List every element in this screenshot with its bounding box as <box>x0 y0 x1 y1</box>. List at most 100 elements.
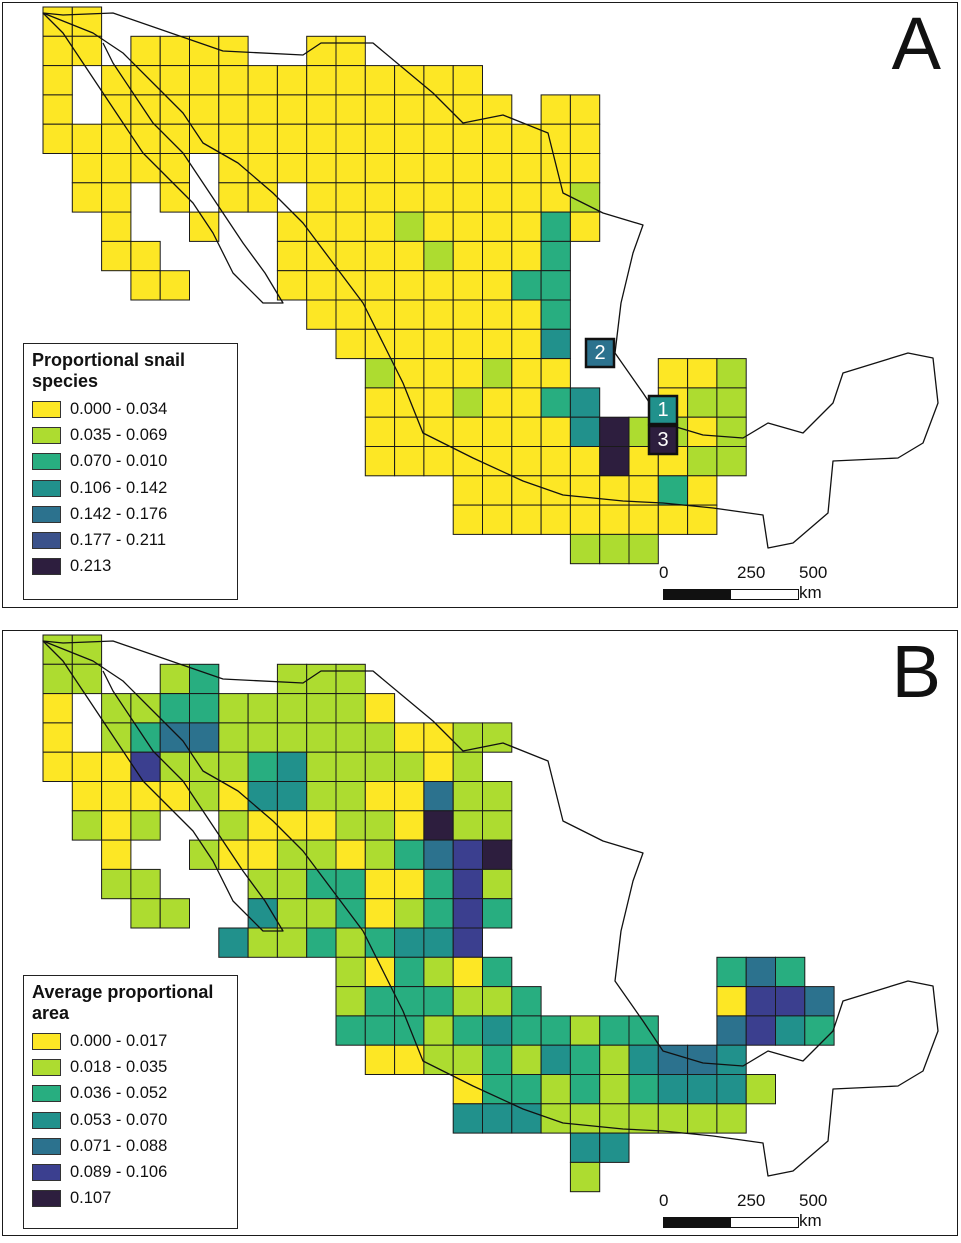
grid-cell <box>540 153 571 184</box>
grid-cell <box>511 1015 542 1046</box>
grid-cell <box>335 751 366 782</box>
legend-rows-a: 0.000 - 0.034 0.035 - 0.069 0.070 - 0.010 0… <box>32 396 229 580</box>
grid-cell <box>101 722 132 753</box>
grid-cell <box>306 240 337 272</box>
grid-cell <box>247 123 278 154</box>
grid-cell <box>540 94 571 125</box>
grid-cell <box>364 358 396 389</box>
grid-cell <box>452 475 484 506</box>
grid-cell <box>335 211 366 242</box>
grid-cell <box>540 504 571 535</box>
grid-cell <box>159 35 190 67</box>
legend-label: 0.177 - 0.211 <box>70 531 167 550</box>
grid-cell <box>452 211 484 242</box>
legend-swatch <box>32 426 61 444</box>
grid-cell <box>101 839 132 870</box>
grid-cell <box>71 123 103 154</box>
grid-cell <box>130 781 161 812</box>
grid-cell <box>482 270 513 301</box>
grid-cell <box>276 751 308 782</box>
legend-label: 0.036 - 0.052 <box>70 1084 168 1103</box>
grid-cell <box>599 1132 630 1163</box>
grid-cell <box>423 810 454 841</box>
grid-cell <box>159 123 190 154</box>
grid-cell <box>569 475 601 506</box>
grid-cell <box>628 1015 659 1046</box>
grid-cell <box>423 416 454 448</box>
grid-cell <box>394 986 425 1017</box>
grid-cell <box>364 751 396 782</box>
grid-cell <box>130 898 161 929</box>
grid-cell <box>218 182 249 213</box>
grid-cell <box>716 387 747 418</box>
grid-cell <box>511 387 542 418</box>
grid-cell <box>101 693 132 724</box>
grid-cell <box>628 1074 659 1105</box>
grid-cell <box>540 211 571 242</box>
legend-label: 0.053 - 0.070 <box>70 1110 168 1129</box>
grid-cell <box>628 533 659 565</box>
grid-cell <box>569 182 601 213</box>
grid-cell <box>511 270 542 301</box>
grid-cell <box>423 927 454 958</box>
grid-cell <box>218 693 249 724</box>
grid-cell <box>306 123 337 154</box>
scale-tick-0: 0 <box>659 563 669 582</box>
grid-cell <box>423 240 454 272</box>
grid-cell <box>247 693 278 724</box>
grid-cell <box>71 35 103 67</box>
grid-cell <box>423 868 454 900</box>
grid-cell <box>364 94 396 125</box>
legend-label: 0.035 - 0.069 <box>70 425 168 444</box>
grid-cell <box>394 781 425 812</box>
grid-cell <box>482 839 513 870</box>
grid-cell <box>657 358 689 389</box>
grid-cell <box>540 1074 571 1105</box>
grid-cell <box>335 65 366 96</box>
grid-cell <box>482 299 513 330</box>
grid-cell <box>189 781 220 812</box>
site-label: 3 <box>657 429 668 451</box>
legend-b: Average proportional area 0.000 - 0.017 0… <box>23 975 238 1229</box>
grid-cell <box>540 1103 571 1134</box>
panel-letter-b: B <box>891 630 941 713</box>
scale-bar-graphic <box>663 1217 799 1228</box>
grid-cell <box>423 123 454 154</box>
grid-cell <box>42 693 73 724</box>
grid-cell <box>452 387 484 418</box>
grid-cell <box>540 416 571 448</box>
grid-cell <box>394 299 425 330</box>
grid-cell <box>423 1044 454 1076</box>
grid-cell <box>306 211 337 242</box>
grid-cell <box>628 1044 659 1076</box>
mainland-outline <box>42 12 939 549</box>
grid-cell <box>247 839 278 870</box>
grid-cell <box>511 1103 542 1134</box>
legend-label: 0.107 <box>70 1189 112 1208</box>
grid-cell <box>364 65 396 96</box>
grid-cell <box>569 416 601 448</box>
grid-cell <box>42 65 73 96</box>
grid-cell <box>335 153 366 184</box>
grid-cell <box>394 416 425 448</box>
grid-cell <box>599 1015 630 1046</box>
grid-cell <box>540 328 571 360</box>
grid-cell <box>335 663 366 695</box>
grid-cell <box>335 123 366 154</box>
grid-cell <box>452 182 484 213</box>
grid-cell <box>423 182 454 213</box>
grid-cell <box>745 986 777 1017</box>
grid-cell <box>687 358 718 389</box>
grid-cell <box>42 751 73 782</box>
grid-cell <box>423 328 454 360</box>
grid-cell <box>452 956 484 988</box>
grid-cell <box>276 868 308 900</box>
grid-cell <box>276 898 308 929</box>
grid-cell <box>482 123 513 154</box>
grid-cell <box>423 211 454 242</box>
grid-cell <box>42 634 73 665</box>
grid-cell <box>569 1132 601 1163</box>
grid-cell <box>335 240 366 272</box>
grid-cell <box>452 1044 484 1076</box>
grid-cell <box>42 6 73 37</box>
